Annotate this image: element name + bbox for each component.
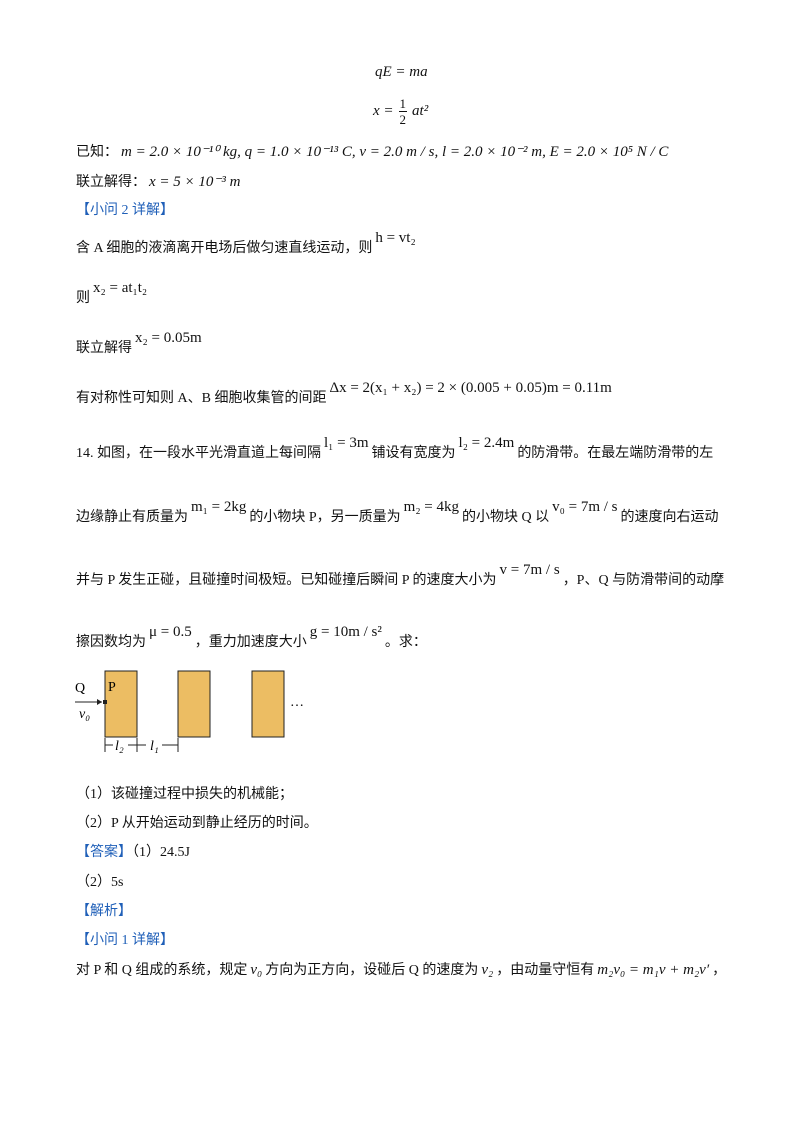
text: 对 P 和 Q 组成的系统，规定 — [76, 963, 248, 978]
text: 有对称性可知则 A、B 细胞收集管的间距 — [76, 391, 327, 406]
text: 方向为正方向，设碰后 Q 的速度为 — [265, 963, 479, 978]
text: ，由动量守恒有 — [496, 963, 595, 978]
math: l₁ = 3m — [324, 435, 369, 451]
math: g = 10m / s² — [309, 624, 382, 640]
strip — [177, 670, 211, 738]
math: v₀ = 7m / s — [552, 499, 618, 515]
text: （2）P 从开始运动到静止经历的时间。 — [76, 816, 318, 831]
text: 的速度向右运动 — [620, 510, 719, 525]
heading: 【小问 1 详解】 — [76, 931, 174, 951]
heading: 【小问 2 详解】 — [76, 201, 174, 221]
figure: Q P v₀ … l₂ l₁ — [75, 670, 304, 754]
heading: 【答案】 — [76, 845, 132, 860]
numerator: 1 — [398, 96, 408, 112]
text-line: 擦因数均为μ = 0.5，重力加速度大小g = 10m / s²。求： — [76, 624, 427, 653]
label: Q — [75, 681, 85, 696]
heading: 【解析】 — [76, 902, 132, 922]
text-line: 已知： m = 2.0 × 10⁻¹⁰ kg, q = 1.0 × 10⁻¹³ C… — [76, 142, 671, 163]
denominator: 2 — [399, 112, 407, 127]
text-line: 含 A 细胞的液滴离开电场后做匀速直线运动，则h = vt₂ — [76, 230, 419, 259]
text: 的防滑带。在最左端防滑带的左 — [517, 446, 714, 461]
text-line: （2）5s — [76, 873, 123, 893]
text-line: 有对称性可知则 A、B 细胞收集管的间距Δx = 2(x₁ + x₂) = 2 … — [76, 380, 615, 409]
math: x = — [373, 102, 394, 119]
math: v = 7m / s — [499, 562, 560, 578]
label: v₀ — [79, 707, 90, 722]
text-line: 并与 P 发生正碰，且碰撞时间极短。已知碰撞后瞬间 P 的速度大小为v = 7m… — [76, 562, 725, 591]
text: 铺设有宽度为 — [371, 446, 456, 461]
text: 擦因数均为 — [76, 635, 146, 650]
text: 【小问 2 详解】 — [76, 203, 174, 218]
math: m₂ = 4kg — [403, 499, 460, 515]
math: at² — [412, 102, 429, 119]
text-line: 边缘静止有质量为m₁ = 2kg的小物块 P，另一质量为m₂ = 4kg的小物块… — [76, 499, 719, 528]
text: 【解析】 — [76, 904, 132, 919]
text-line: （2）P 从开始运动到静止经历的时间。 — [76, 814, 318, 834]
math: Δx = 2(x₁ + x₂) = 2 × (0.005 + 0.05)m = … — [329, 380, 612, 396]
text: 含 A 细胞的液滴离开电场后做匀速直线运动，则 — [76, 241, 373, 256]
text-line: （1）该碰撞过程中损失的机械能； — [76, 785, 293, 805]
text: ， — [712, 963, 727, 978]
text: 的小物块 P，另一质量为 — [249, 510, 401, 525]
strip — [251, 670, 285, 738]
math: x₂ = at₁t₂ — [93, 280, 148, 296]
ellipsis: … — [290, 695, 304, 710]
text: 【小问 1 详解】 — [76, 933, 174, 948]
math: h = vt₂ — [375, 230, 416, 246]
text: 边缘静止有质量为 — [76, 510, 188, 525]
text: 。求： — [384, 635, 427, 650]
arrow-head — [97, 699, 102, 705]
math: μ = 0.5 — [149, 624, 192, 640]
equation: qE = ma — [372, 62, 431, 83]
text: （1）该碰撞过程中损失的机械能； — [76, 787, 293, 802]
math: v₀ — [250, 962, 263, 978]
label: P — [108, 680, 116, 695]
math: x = 5 × 10⁻³ m — [149, 174, 241, 190]
text: （2）5s — [76, 875, 124, 890]
text-line: 14. 如图，在一段水平光滑直道上每间隔l₁ = 3m铺设有宽度为l₂ = 2.… — [76, 435, 714, 464]
text-line: 联立解得： x = 5 × 10⁻³ m — [76, 172, 243, 193]
text-line: 【答案】（1）24.5J — [76, 843, 190, 863]
math: m = 2.0 × 10⁻¹⁰ kg, q = 1.0 × 10⁻¹³ C, v… — [121, 144, 669, 160]
text: （1）24.5J — [132, 845, 190, 860]
text: 的小物块 Q 以 — [462, 510, 550, 525]
equation: x = 1 2 at² — [370, 96, 431, 127]
text: 14. 如图，在一段水平光滑直道上每间隔 — [76, 446, 321, 461]
math: v₂ — [481, 962, 494, 978]
text: 已知： — [76, 145, 118, 160]
label: l₁ — [150, 739, 159, 754]
math: m₁ = 2kg — [191, 499, 247, 515]
text: 则 — [76, 291, 90, 306]
text: ，P、Q 与防滑带间的动摩 — [562, 573, 725, 588]
text: 并与 P 发生正碰，且碰撞时间极短。已知碰撞后瞬间 P 的速度大小为 — [76, 573, 497, 588]
strip — [104, 670, 138, 738]
math: l₂ = 2.4m — [458, 435, 515, 451]
text-line: 对 P 和 Q 组成的系统，规定 v₀ 方向为正方向，设碰后 Q 的速度为 v₂ ，由动… — [76, 960, 726, 981]
block-q — [103, 700, 107, 704]
text-line: 则x₂ = at₁t₂ — [76, 280, 150, 309]
label: l₂ — [115, 739, 124, 754]
math: x₂ = 0.05m — [135, 330, 202, 346]
text: ，重力加速度大小 — [194, 635, 307, 650]
text: 联立解得： — [76, 175, 146, 190]
math: m₂v₀ = m₁v + m₂v′ — [597, 962, 710, 978]
text-line: 联立解得x₂ = 0.05m — [76, 330, 205, 359]
text: 联立解得 — [76, 341, 132, 356]
math: qE = ma — [375, 64, 428, 80]
